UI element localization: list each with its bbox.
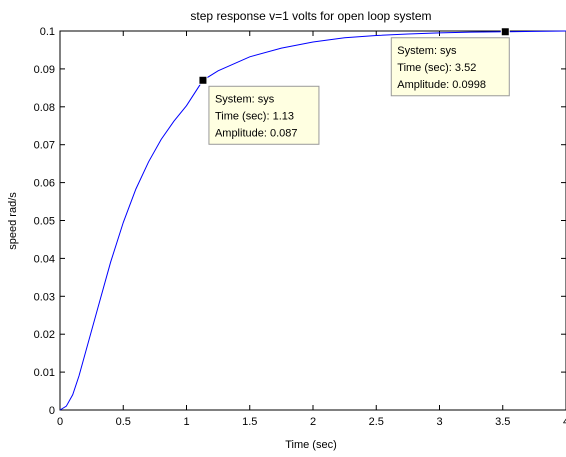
y-tick-label: 0.09	[34, 64, 55, 76]
x-tick-label: 1.5	[242, 416, 257, 428]
y-tick-label: 0.02	[34, 329, 55, 341]
x-tick-label: 2.5	[369, 416, 384, 428]
y-tick-label: 0.1	[40, 26, 55, 38]
x-tick-label: 3.5	[495, 416, 510, 428]
datatip-line: Time (sec): 1.13	[215, 110, 294, 122]
x-tick-label: 3	[436, 416, 442, 428]
datatip-box	[390, 37, 510, 97]
y-tick-label: 0.04	[34, 253, 55, 265]
y-tick-label: 0.08	[34, 102, 55, 114]
y-tick-label: 0.05	[34, 216, 55, 228]
x-tick-label: 1	[183, 416, 189, 428]
y-axis-label: speed rad/s	[7, 192, 19, 250]
plot-area: 0 0.5 1 1.5 2 2.5 3 3.5 4 0 0.01 0.02 0.03 0.04 0.05 0.…	[34, 26, 566, 428]
datatip-line: Amplitude: 0.087	[215, 127, 298, 139]
chart-title: step response v=1 volts for open loop sy…	[190, 9, 431, 23]
x-tick-label: 2	[310, 416, 316, 428]
x-tick-label: 4	[563, 416, 566, 428]
y-tick-label: 0.03	[34, 291, 55, 303]
x-tick-label: 0.5	[116, 416, 131, 428]
y-tick-label: 0	[49, 405, 55, 417]
step-response-line	[59, 30, 566, 411]
x-axis-label: Time (sec)	[285, 439, 337, 451]
datatip-line: System: sys	[215, 93, 275, 105]
datatip-line: Time (sec): 3.52	[397, 62, 476, 74]
datatip-marker[interactable]	[198, 75, 208, 85]
datatip-marker[interactable]	[500, 27, 510, 37]
y-tick-label: 0.06	[34, 178, 55, 190]
y-tick-label: 0.01	[34, 367, 55, 379]
datatip-box	[208, 85, 320, 145]
datatip-line: Amplitude: 0.0998	[397, 79, 486, 91]
x-tick-label: 0	[57, 416, 63, 428]
y-tick-label: 0.07	[34, 140, 55, 152]
datatip-line: System: sys	[397, 45, 457, 57]
